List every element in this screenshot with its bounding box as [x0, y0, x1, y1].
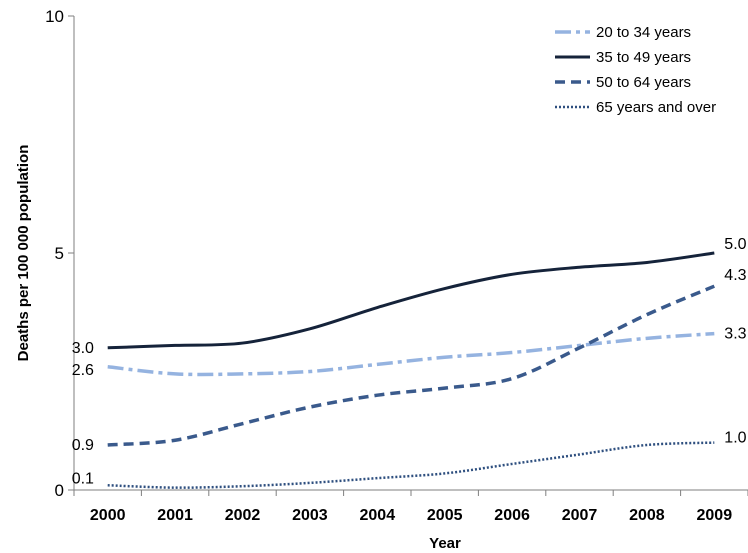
x-tick-label: 2008 — [629, 507, 665, 524]
series-line-1 — [107, 251, 715, 350]
end-value-label: 4.3 — [724, 267, 746, 284]
x-axis-title: Year — [429, 535, 461, 552]
x-tick-label: 2005 — [427, 507, 463, 524]
start-value-label: 3.0 — [72, 340, 94, 357]
series-line-3 — [107, 441, 715, 489]
start-value-label: 0.1 — [72, 470, 94, 487]
x-tick-label: 2009 — [697, 507, 733, 524]
legend-label: 50 to 64 years — [596, 74, 691, 91]
x-tick-label: 2001 — [157, 507, 193, 524]
end-value-label: 1.0 — [724, 430, 746, 447]
legend-label: 65 years and over — [596, 99, 716, 116]
y-tick-label: 0 — [55, 481, 64, 500]
series-line-2 — [107, 284, 715, 447]
x-tick-label: 2000 — [90, 507, 126, 524]
legend-label: 35 to 49 years — [596, 49, 691, 66]
legend: 20 to 34 years 35 to 49 years 50 to 64 yea… — [555, 24, 716, 116]
start-value-label: 0.9 — [72, 437, 94, 454]
x-ticks: 2000 2001 2002 2003 2004 2005 2006 2007 2008 2009 — [73, 490, 748, 524]
end-value-label: 5.0 — [724, 236, 746, 253]
x-tick-label: 2003 — [292, 507, 328, 524]
y-tick-label: 10 — [45, 7, 64, 26]
start-value-label: 2.6 — [72, 362, 94, 379]
end-value-label: 3.3 — [724, 326, 746, 343]
series-line-0 — [107, 331, 715, 377]
x-tick-label: 2006 — [494, 507, 530, 524]
y-ticks: 0 5 10 — [45, 7, 74, 500]
data-labels: 2.6 3.3 3.0 5.0 0.9 4.3 0.1 1.0 — [72, 236, 747, 487]
legend-label: 20 to 34 years — [596, 24, 691, 41]
series-lines — [107, 251, 715, 489]
x-tick-label: 2004 — [360, 507, 396, 524]
x-tick-label: 2002 — [225, 507, 261, 524]
y-tick-label: 5 — [55, 244, 64, 263]
y-axis-title: Deaths per 100 000 population — [15, 145, 32, 362]
x-tick-label: 2007 — [562, 507, 598, 524]
